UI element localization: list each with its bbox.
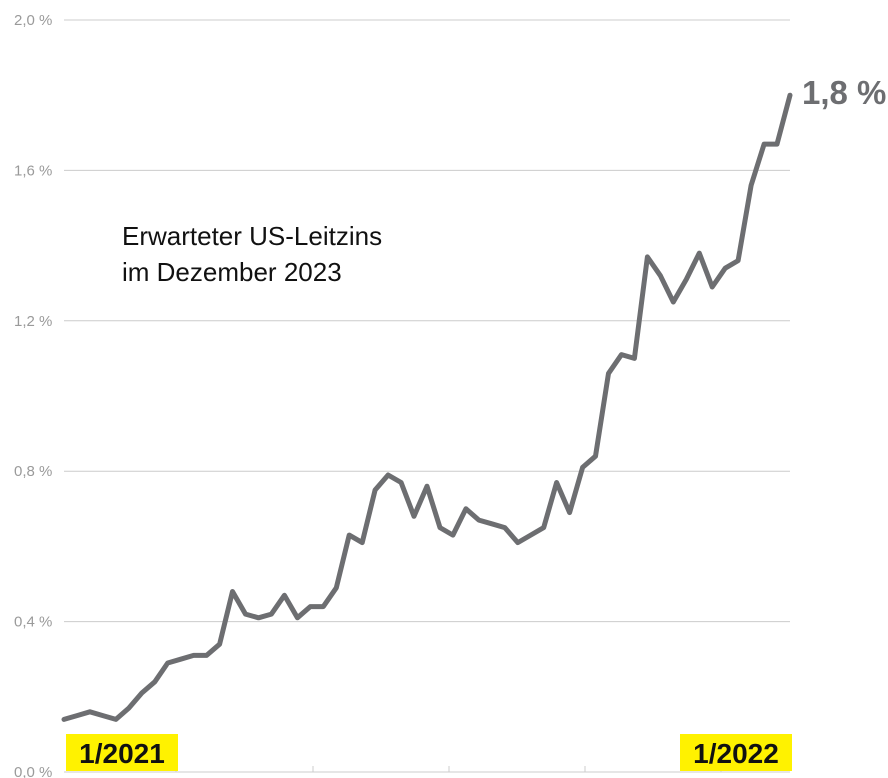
x-axis-ticks bbox=[175, 766, 722, 772]
annotation-line-2: im Dezember 2023 bbox=[122, 257, 342, 287]
gridlines bbox=[64, 19, 790, 773]
x-markers: 1/2021 1/2022 bbox=[66, 734, 792, 771]
y-tick-label: 0,8 % bbox=[14, 463, 52, 480]
x-marker-highlight bbox=[680, 734, 792, 771]
y-tick-label: 2,0 % bbox=[14, 12, 52, 29]
y-tick-label: 0,4 % bbox=[14, 614, 52, 631]
x-marker-label: 1/2022 bbox=[693, 738, 779, 769]
x-marker-label: 1/2021 bbox=[79, 738, 165, 769]
y-tick-label: 0,0 % bbox=[14, 764, 52, 778]
series-line bbox=[61, 92, 793, 722]
y-tick-label: 1,2 % bbox=[14, 313, 52, 330]
y-axis-ticks: 0,0 % 0,4 % 0,8 % 1,2 % 1,6 % 2,0 % bbox=[14, 12, 52, 778]
x-marker-highlight bbox=[66, 734, 178, 771]
y-tick-label: 1,6 % bbox=[14, 162, 52, 179]
end-value-label: 1,8 % bbox=[802, 74, 886, 111]
annotation-line-1: Erwarteter US-Leitzins bbox=[122, 221, 382, 251]
